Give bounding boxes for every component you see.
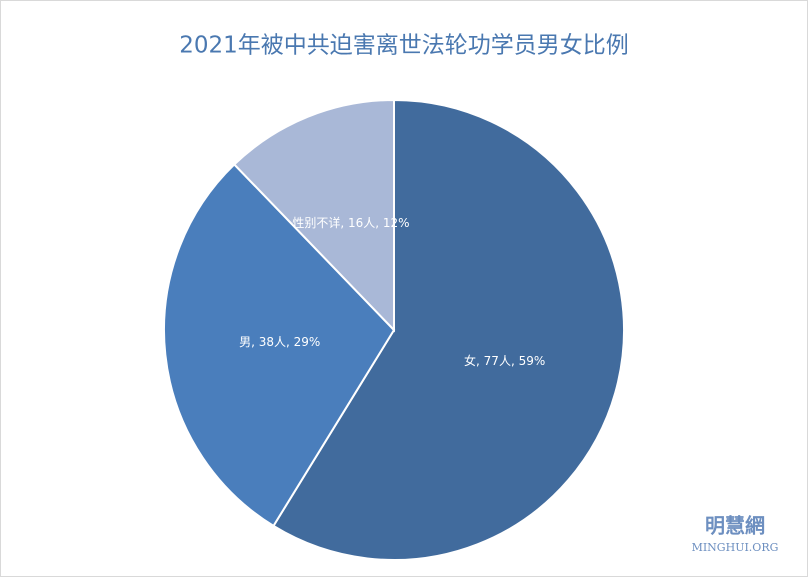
pie-slice bbox=[272, 98, 625, 561]
data-label: 男, 38人, 29% bbox=[239, 335, 320, 349]
pie-slice bbox=[232, 98, 395, 333]
pie-slice bbox=[163, 163, 396, 528]
watermark-name: 明慧網 bbox=[705, 514, 765, 538]
chart-title: 2021年被中共迫害离世法轮功学员男女比例 bbox=[179, 33, 629, 59]
data-label: 性别不详, 16人, 12% bbox=[292, 215, 409, 230]
data-label: 女, 77人, 59% bbox=[464, 353, 545, 368]
watermark-site: MINGHUI.ORG bbox=[692, 541, 779, 554]
pie bbox=[163, 98, 625, 561]
data-labels: 女, 77人, 59% 男, 38人, 29% 性别不详, 16人, 12% bbox=[239, 215, 545, 368]
